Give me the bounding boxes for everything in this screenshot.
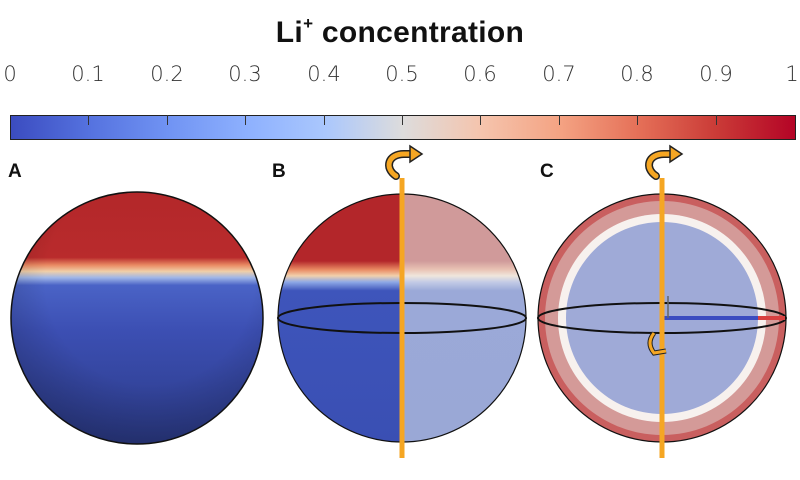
colorbar-tick-mark [559,115,560,125]
sphere-c [537,178,787,458]
tick-label: 0 [3,62,17,86]
colorbar-tick-mark [716,115,717,125]
tick-label: 0.9 [699,62,733,86]
sphere-b [277,178,527,458]
colorbar-tick-mark [324,115,325,125]
tick-label: 0.7 [542,62,576,86]
tick-label: 0.5 [385,62,419,86]
colorbar-tick-mark [402,115,403,125]
tick-label: 0.8 [620,62,654,86]
panel-label-c: C [540,161,554,182]
tick-label: 0.4 [307,62,341,86]
colorbar-title: Li+ concentration [0,14,800,50]
colorbar-gradient [10,115,796,140]
panel-label-a: A [8,161,22,182]
panel-label-b: B [272,161,286,182]
tick-label: 0.6 [463,62,497,86]
colorbar-tick-mark [245,115,246,125]
tick-label: 0.1 [71,62,105,86]
colorbar-tick-labels: 0 0.1 0.2 0.3 0.4 0.5 0.6 0.7 0.8 0.9 1 [0,0,800,120]
colorbar-tick-mark [167,115,168,125]
sphere-a [10,191,264,445]
rotation-arrow-icon [385,144,424,180]
tick-label: 0.2 [150,62,184,86]
title-text: Li [275,16,304,49]
title-suffix: concentration [313,16,525,49]
tick-label: 1 [785,62,799,86]
colorbar-tick-mark [480,115,481,125]
colorbar-tick-mark [637,115,638,125]
small-rotation-arrow-icon [647,331,667,356]
rotation-arrow-icon [645,144,684,180]
title-superscript: + [303,14,314,33]
colorbar-tick-mark [88,115,89,125]
tick-label: 0.3 [228,62,262,86]
